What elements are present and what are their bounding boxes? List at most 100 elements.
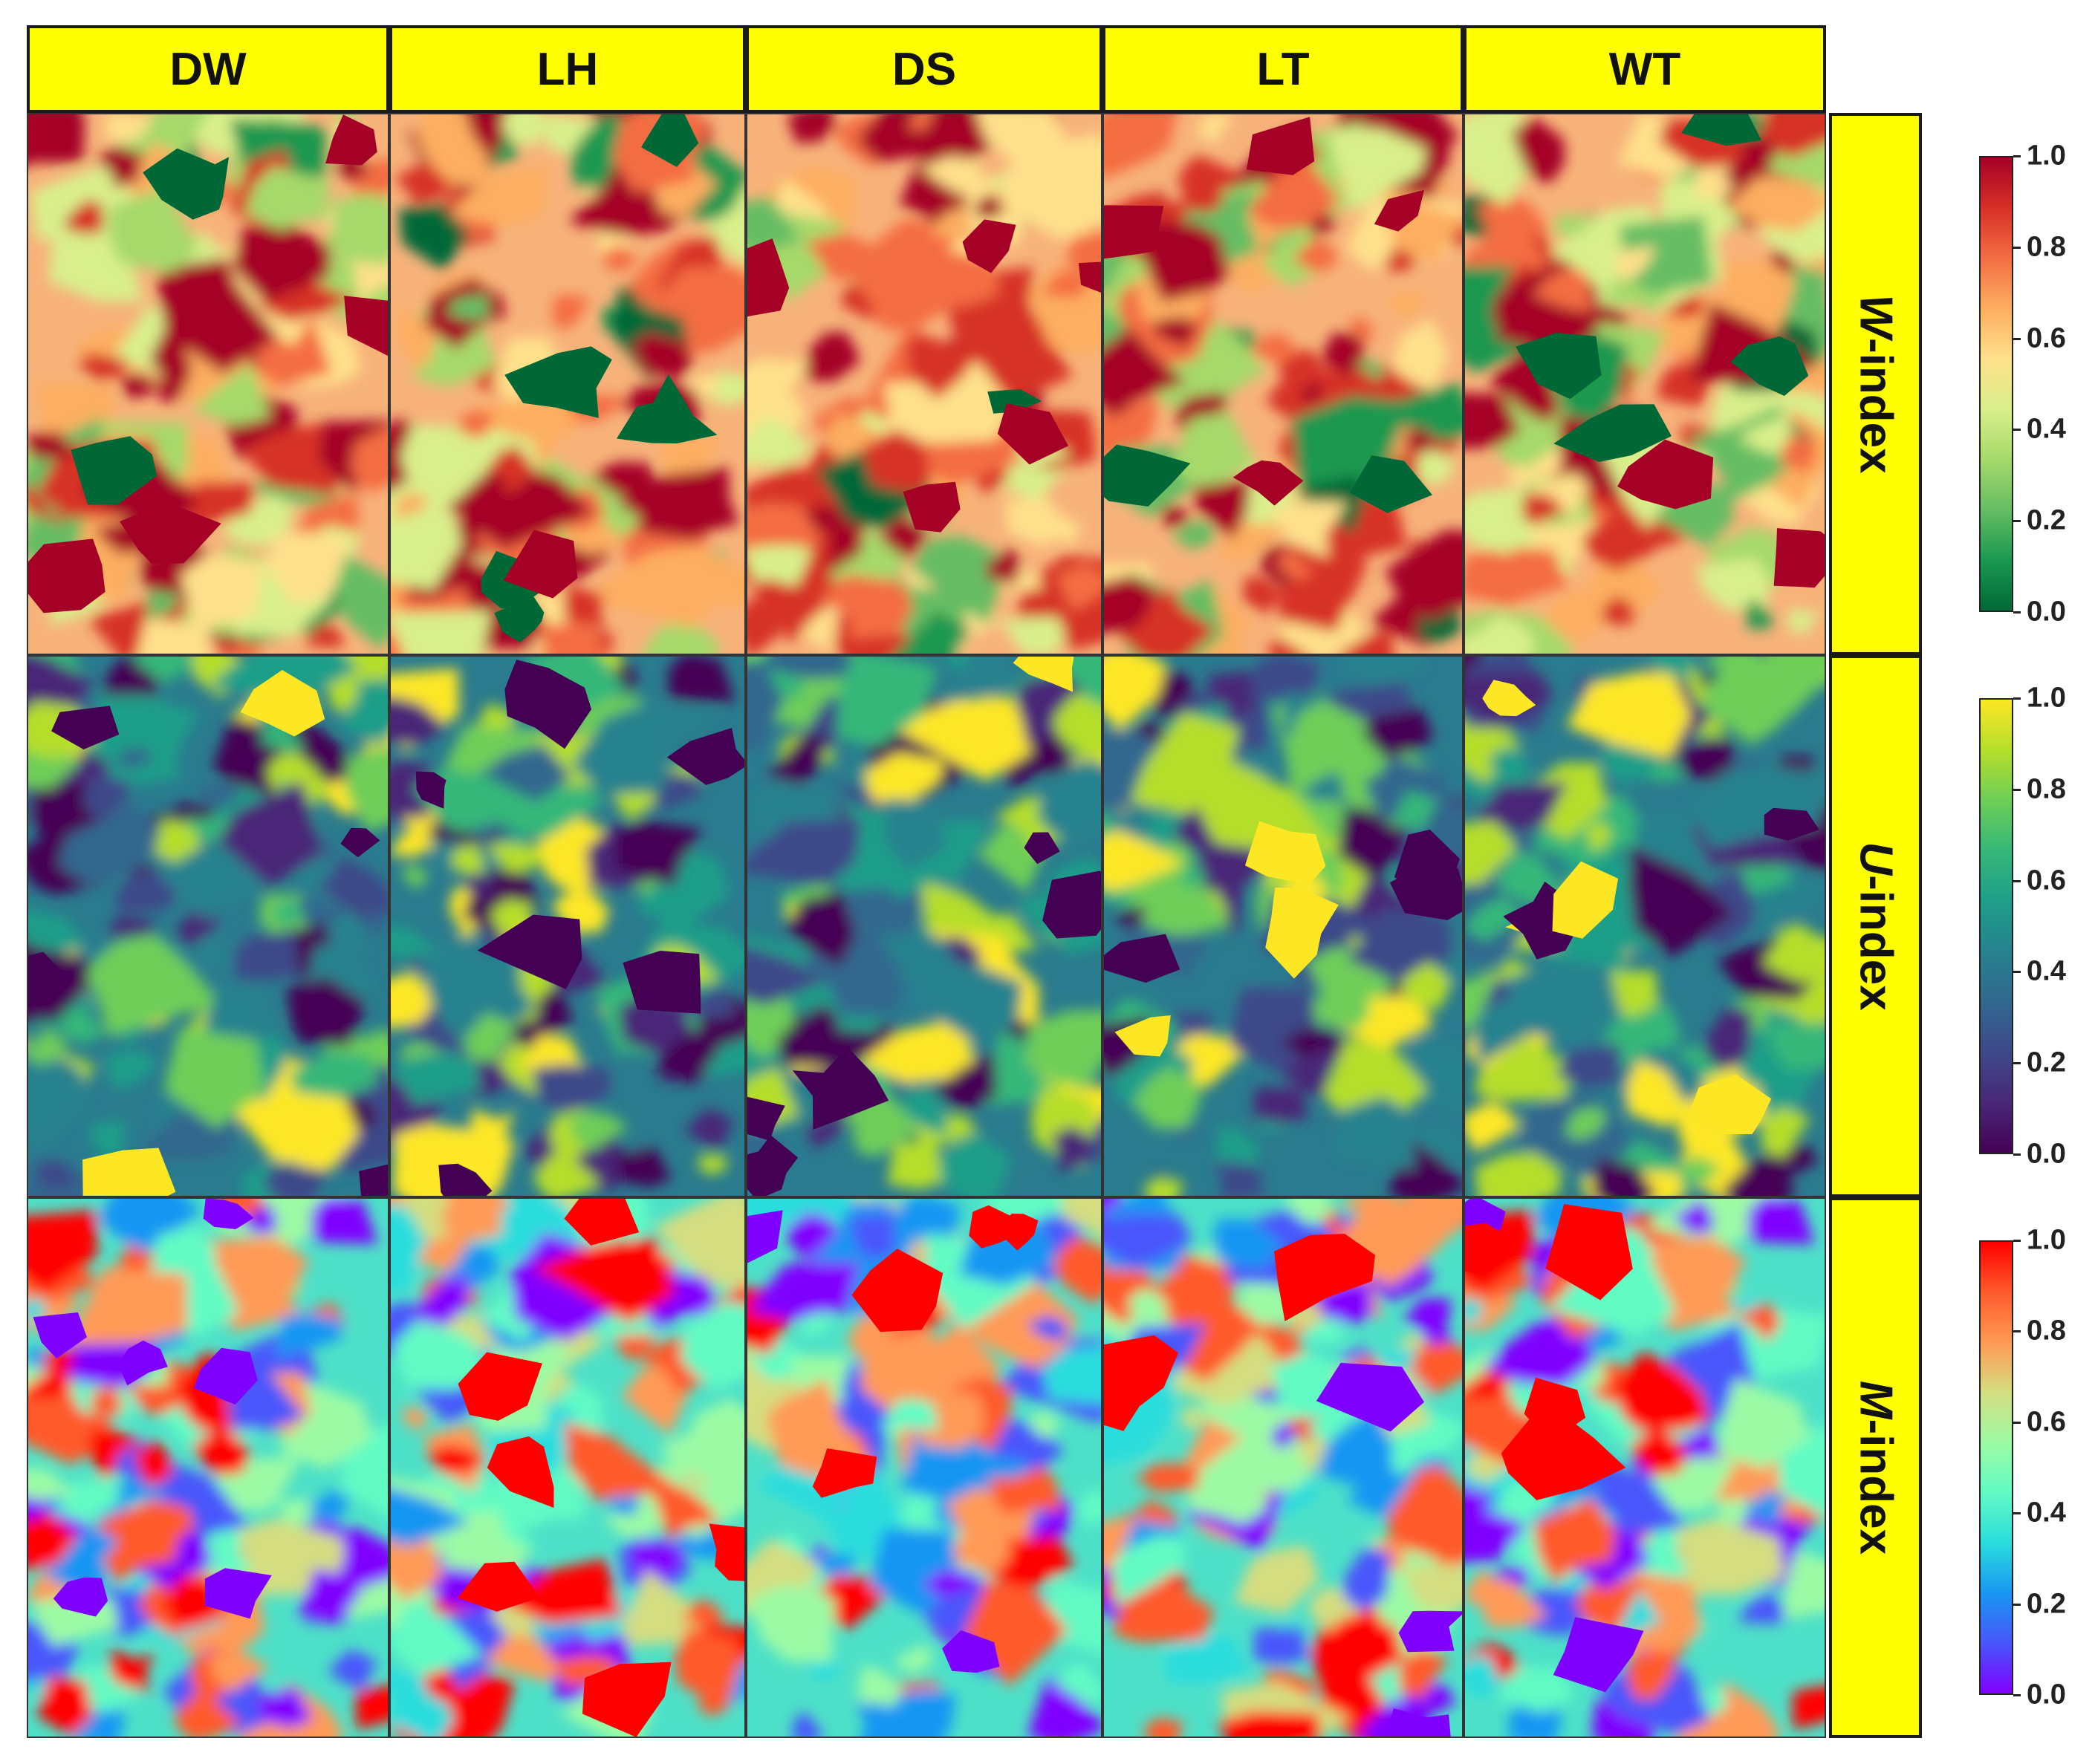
heatmap-region xyxy=(391,971,441,1029)
heatmap-extreme-region xyxy=(623,951,701,1014)
heatmap-u-lh xyxy=(389,655,746,1197)
heatmap-region xyxy=(1614,1351,1710,1431)
heatmap-extreme-region xyxy=(987,389,1042,414)
heatmap-region xyxy=(28,1373,72,1399)
heatmap-region xyxy=(1036,778,1101,839)
heatmap-region xyxy=(1126,1289,1170,1318)
heatmap-region xyxy=(397,1199,458,1241)
heatmap-region xyxy=(1543,586,1603,645)
heatmap-extreme-region xyxy=(1265,887,1339,979)
heatmap-region xyxy=(66,1266,188,1344)
heatmap-region xyxy=(1716,1378,1810,1470)
heatmap-region xyxy=(880,1399,939,1432)
heatmap-extreme-region xyxy=(1042,870,1101,939)
heatmap-region xyxy=(1074,1490,1101,1527)
heatmap-region xyxy=(391,1599,484,1678)
heatmap-extreme-region xyxy=(962,219,1016,273)
heatmap-region xyxy=(1679,739,1735,783)
heatmap-region xyxy=(1465,1101,1521,1153)
colorbar-tick-mark xyxy=(2013,1062,2021,1065)
heatmap-region xyxy=(1564,1107,1608,1141)
heatmap-region xyxy=(900,1086,947,1136)
heatmap-region xyxy=(1213,1218,1284,1269)
heatmap-region xyxy=(1385,530,1462,622)
heatmap-region xyxy=(1111,1534,1186,1607)
heatmap-region xyxy=(442,1509,530,1574)
heatmap-extreme-region xyxy=(458,1352,542,1421)
heatmap-extreme-region xyxy=(1501,1411,1626,1500)
heatmap-region xyxy=(747,545,813,587)
heatmap-region xyxy=(1104,575,1157,634)
heatmap-region xyxy=(28,114,85,163)
heatmap-region xyxy=(1398,1648,1449,1699)
colorbar-tick-mark xyxy=(2013,879,2021,882)
heatmap-region xyxy=(1465,486,1539,558)
heatmap-region xyxy=(955,657,1007,701)
heatmap-extreme-region xyxy=(344,296,388,356)
heatmap-region xyxy=(658,1419,744,1491)
heatmap-region xyxy=(192,1426,251,1476)
heatmap-extreme-region xyxy=(792,1047,889,1130)
heatmap-region xyxy=(898,937,985,1002)
heatmap-extreme-region xyxy=(564,1199,640,1246)
heatmap-extreme-region xyxy=(477,914,582,989)
heatmap-region xyxy=(441,1199,502,1240)
heatmap-extreme-region xyxy=(903,481,961,533)
heatmap-region xyxy=(241,423,347,495)
column-header-ds: DS xyxy=(746,25,1102,113)
colorbar-tick-label: 0.8 xyxy=(2027,1315,2066,1347)
colorbar-tick-label: 0.2 xyxy=(2027,1588,2066,1620)
colorbar-tick-label: 1.0 xyxy=(2027,140,2066,172)
heatmap-region xyxy=(303,625,344,648)
heatmap-region xyxy=(848,1213,895,1260)
heatmap-region xyxy=(28,1058,79,1105)
heatmap-region xyxy=(1619,215,1713,294)
heatmap-extreme-region xyxy=(494,594,545,642)
heatmap-region xyxy=(76,1526,117,1561)
heatmap-region xyxy=(391,697,448,746)
heatmap-region xyxy=(1241,574,1282,615)
colorbar-tick-label: 0.6 xyxy=(2027,322,2066,354)
heatmap-region xyxy=(1104,657,1167,731)
heatmap-extreme-region xyxy=(942,1630,1000,1673)
heatmap-region xyxy=(257,1687,314,1728)
heatmap-region xyxy=(652,1485,721,1541)
heatmap-region xyxy=(137,617,210,654)
heatmap-region xyxy=(236,930,299,980)
colorbar-tick-mark xyxy=(2013,611,2021,614)
heatmap-region xyxy=(180,553,264,629)
heatmap-extreme-region xyxy=(666,728,744,785)
heatmap-region xyxy=(864,752,945,804)
heatmap-extreme-region xyxy=(204,1568,272,1619)
heatmap-region xyxy=(590,461,655,498)
colorbar-tick-label: 0.0 xyxy=(2027,596,2066,628)
heatmap-region xyxy=(1591,1699,1657,1737)
heatmap-extreme-region xyxy=(504,346,612,418)
heatmap-region xyxy=(776,1003,839,1066)
heatmap-region xyxy=(486,446,533,495)
heatmap-region xyxy=(564,585,612,628)
heatmap-extreme-region xyxy=(1617,439,1714,510)
heatmap-region xyxy=(394,163,460,204)
heatmap-region xyxy=(37,1675,93,1737)
heatmap-region xyxy=(154,1500,195,1544)
heatmap-extreme-region xyxy=(458,1561,540,1612)
heatmap-region xyxy=(1303,1314,1345,1344)
heatmap-region xyxy=(932,1052,997,1112)
heatmap-extreme-region xyxy=(71,436,157,505)
heatmap-region xyxy=(317,192,388,267)
heatmap-region xyxy=(1601,741,1657,784)
heatmap-region xyxy=(155,818,203,863)
heatmap-region xyxy=(355,1686,388,1730)
heatmap-extreme-region xyxy=(438,1163,493,1196)
column-header-lh: LH xyxy=(389,25,746,113)
heatmap-region xyxy=(1337,807,1409,882)
heatmap-region xyxy=(391,1670,429,1704)
column-header-wt: WT xyxy=(1464,25,1826,113)
colorbar-tick-label: 0.6 xyxy=(2027,865,2066,896)
heatmap-region xyxy=(1025,1009,1101,1091)
heatmap-region xyxy=(163,1028,264,1129)
heatmap-region xyxy=(108,186,200,273)
heatmap-region xyxy=(287,977,363,1047)
heatmap-region xyxy=(1626,1649,1675,1700)
